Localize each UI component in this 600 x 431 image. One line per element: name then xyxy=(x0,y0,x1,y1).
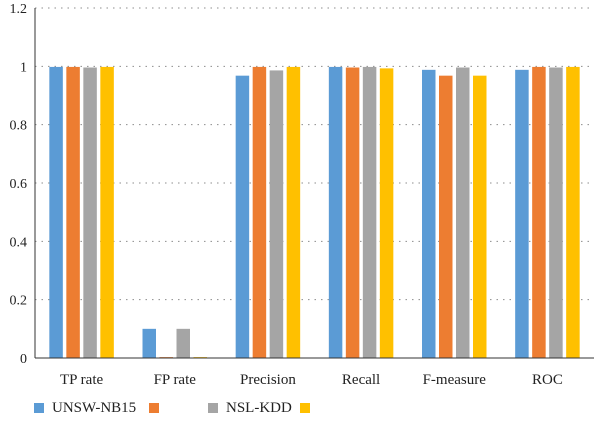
bar-1-f-measure xyxy=(422,69,436,358)
bar-2-tp-rate xyxy=(66,66,80,359)
bar-1-roc xyxy=(515,69,529,358)
bar-2-roc xyxy=(532,66,546,359)
bar-1-recall xyxy=(328,66,343,359)
y-tick-label: 1 xyxy=(20,60,27,75)
y-tick-label: 0 xyxy=(20,352,27,367)
legend-label: NSL-KDD xyxy=(226,400,292,416)
bar-2-recall xyxy=(345,67,360,358)
y-tick-label: 0.4 xyxy=(10,235,28,250)
legend-swatch xyxy=(208,403,218,413)
legend: UNSW-NB15 NSL-KDD xyxy=(34,400,310,416)
bar-1-fp-rate xyxy=(142,328,156,358)
bar-4-recall xyxy=(379,68,394,358)
x-category-label: F-measure xyxy=(423,372,487,388)
bar-1-precision xyxy=(235,75,250,359)
bar-2-f-measure xyxy=(439,75,453,359)
axes xyxy=(34,8,594,359)
bar-4-f-measure xyxy=(473,75,487,359)
legend-swatch xyxy=(300,403,310,413)
legend-swatch xyxy=(149,403,159,413)
bar-3-fp-rate xyxy=(176,328,190,358)
bar-2-precision xyxy=(252,66,267,359)
bar-1-tp-rate xyxy=(49,66,63,359)
x-category-labels: TP rate FP rate Precision Recall F-measure RO… xyxy=(60,372,563,388)
bar-4-tp-rate xyxy=(100,66,114,359)
x-category-label: Precision xyxy=(240,372,296,388)
bar-4-roc xyxy=(566,66,580,359)
bar-3-recall xyxy=(362,66,377,359)
x-category-label: TP rate xyxy=(60,372,104,388)
bar-3-precision xyxy=(269,70,284,359)
bar-3-roc xyxy=(549,67,563,358)
x-category-label: Recall xyxy=(342,372,380,388)
bars xyxy=(49,66,580,359)
y-tick-labels: 0 0.2 0.4 0.6 0.8 1 1.2 xyxy=(10,2,28,367)
bar-3-f-measure xyxy=(456,67,470,358)
y-tick-label: 0.6 xyxy=(10,177,28,192)
legend-label: UNSW-NB15 xyxy=(52,400,136,416)
y-tick-label: 0.2 xyxy=(10,294,28,309)
legend-swatch xyxy=(34,403,44,413)
gridlines xyxy=(35,7,594,301)
bar-4-precision xyxy=(286,66,301,359)
bar-3-tp-rate xyxy=(83,67,97,358)
x-category-label: ROC xyxy=(532,372,563,388)
y-tick-label: 0.8 xyxy=(10,119,28,134)
x-category-label: FP rate xyxy=(154,372,197,388)
y-tick-label: 1.2 xyxy=(10,2,28,17)
